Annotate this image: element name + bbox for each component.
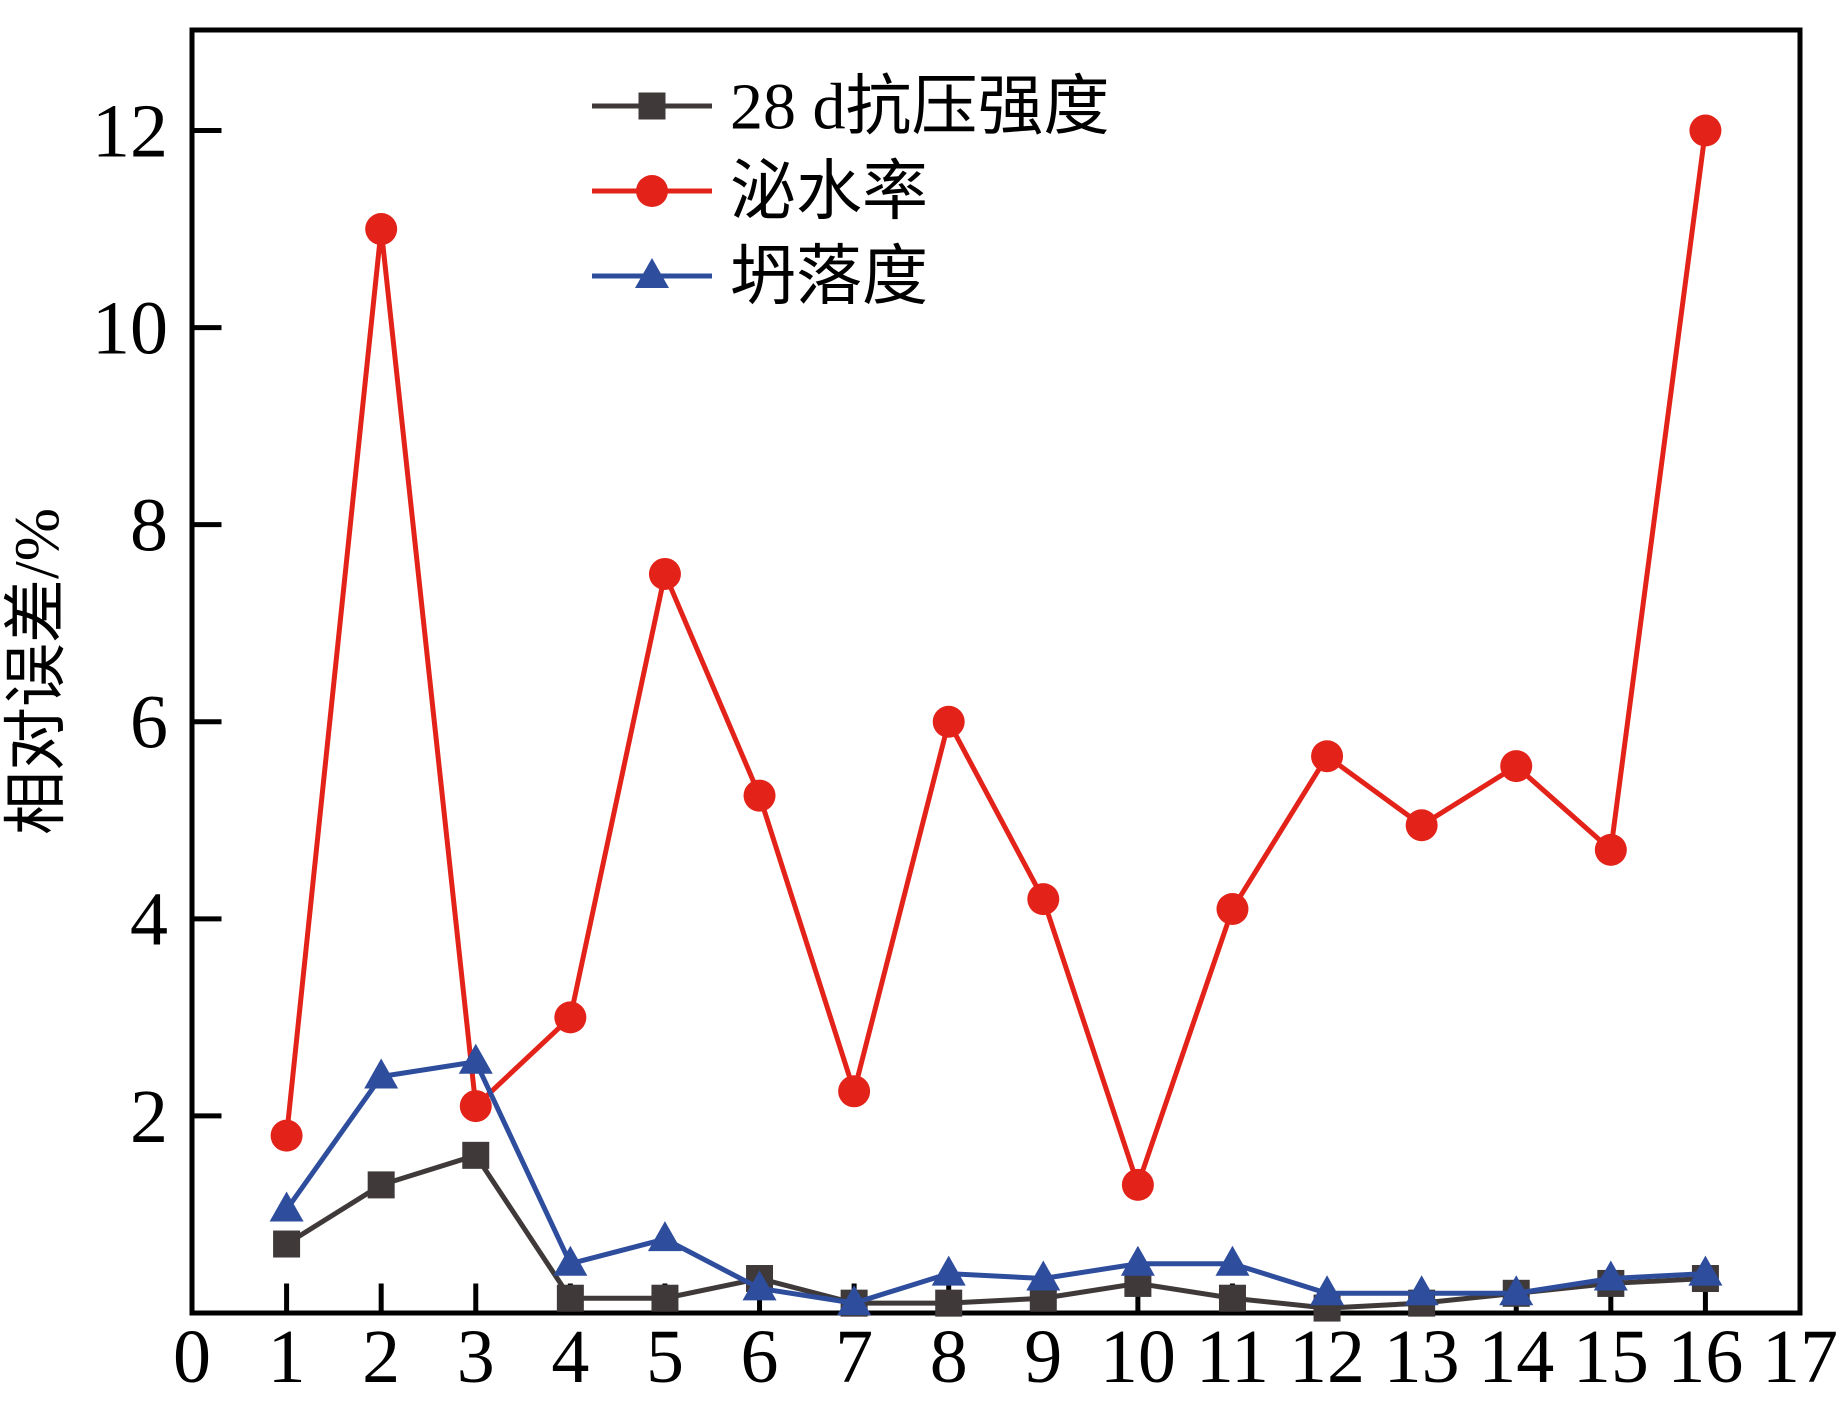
triangle-marker-series-2: [1215, 1245, 1250, 1276]
x-tick-label: 9: [1024, 1315, 1062, 1399]
y-tick-label: 8: [130, 484, 168, 568]
square-marker-series-0: [273, 1230, 301, 1258]
circle-marker-series-1: [270, 1119, 303, 1152]
series-line-0: [285, 1152, 1706, 1311]
triangle-marker-series-2: [1120, 1245, 1155, 1276]
x-tick-label: 0: [173, 1315, 211, 1399]
series-line-2: [284, 1058, 1706, 1306]
x-tick-label: 5: [646, 1315, 684, 1399]
circle-marker-series-1: [1500, 750, 1533, 783]
circle-marker-series-1: [554, 1001, 587, 1034]
x-tick-label: 14: [1478, 1315, 1554, 1399]
y-axis-title: 相对误差/%: [1, 508, 72, 835]
legend-label-2: 坍落度: [730, 240, 928, 313]
x-tick-label: 6: [741, 1315, 779, 1399]
circle-marker-series-1: [1594, 833, 1627, 866]
x-tick-label: 13: [1384, 1315, 1460, 1399]
legend-item-1: 泌水率: [592, 155, 928, 228]
square-marker-series-0: [935, 1289, 963, 1317]
circle-marker-series-1: [365, 213, 398, 246]
x-tick-label: 3: [457, 1315, 495, 1399]
square-marker-series-0: [651, 1284, 679, 1312]
y-tick-label: 2: [130, 1075, 168, 1159]
x-tick-label: 7: [835, 1315, 873, 1399]
series-triangle-group: [269, 1043, 1723, 1316]
circle-marker-series-1: [743, 779, 776, 812]
square-marker-series-0: [462, 1141, 490, 1169]
square-marker-series-0: [367, 1171, 395, 1199]
x-tick-label: 4: [551, 1315, 589, 1399]
triangle-marker-series-2: [1310, 1275, 1345, 1306]
circle-marker-series-1: [648, 557, 681, 590]
circle-marker-series-1: [838, 1075, 871, 1108]
square-marker-series-0: [1218, 1284, 1246, 1312]
triangle-marker-series-2: [1499, 1275, 1534, 1306]
circle-marker-legend-1: [636, 175, 668, 207]
y-tick-label: 12: [92, 89, 168, 173]
x-tick-label: 12: [1289, 1315, 1365, 1399]
triangle-marker-series-2: [553, 1245, 588, 1276]
legend-label-1: 泌水率: [730, 155, 928, 228]
triangle-marker-series-2: [931, 1255, 966, 1286]
series-line-1: [284, 130, 1708, 1193]
circle-marker-series-1: [1216, 892, 1249, 925]
triangle-marker-series-2: [647, 1221, 682, 1252]
circle-marker-series-1: [1405, 809, 1438, 842]
triangle-marker-series-2: [1688, 1255, 1723, 1286]
triangle-marker-series-2: [1404, 1275, 1439, 1306]
x-tick-label: 16: [1667, 1315, 1743, 1399]
y-tick-label: 4: [130, 878, 168, 962]
circle-marker-series-1: [932, 705, 965, 738]
legend-label-0: 28 d抗压强度: [730, 70, 1110, 143]
y-tick-label: 6: [130, 681, 168, 765]
triangle-marker-series-2: [1026, 1260, 1061, 1291]
series-circle-group: [270, 114, 1722, 1201]
triangle-marker-series-2: [742, 1270, 777, 1301]
legend-item-0: 28 d抗压强度: [592, 70, 1110, 143]
triangle-marker-series-2: [1593, 1260, 1628, 1291]
circle-marker-series-1: [1311, 740, 1344, 773]
x-tick-label: 11: [1196, 1315, 1269, 1399]
circle-marker-series-1: [1027, 883, 1060, 916]
square-marker-series-0: [556, 1284, 584, 1312]
triangle-marker-series-2: [458, 1043, 493, 1074]
circle-marker-series-1: [1689, 114, 1722, 147]
x-tick-label: 10: [1100, 1315, 1176, 1399]
triangle-marker-legend-2: [635, 258, 669, 288]
triangle-marker-series-2: [364, 1058, 399, 1089]
x-tick-label: 1: [268, 1315, 306, 1399]
triangle-marker-series-2: [837, 1285, 872, 1316]
circle-marker-series-1: [459, 1090, 492, 1123]
square-marker-legend-0: [638, 92, 666, 120]
x-tick-label: 2: [362, 1315, 400, 1399]
triangle-marker-series-2: [269, 1191, 304, 1222]
x-tick-label: 17: [1762, 1315, 1838, 1399]
y-tick-label: 10: [92, 286, 168, 370]
plot-frame: [189, 27, 1803, 1316]
legend-item-2: 坍落度: [592, 240, 928, 313]
circle-marker-series-1: [1121, 1168, 1154, 1201]
x-tick-label: 8: [930, 1315, 968, 1399]
x-tick-label: 15: [1573, 1315, 1649, 1399]
